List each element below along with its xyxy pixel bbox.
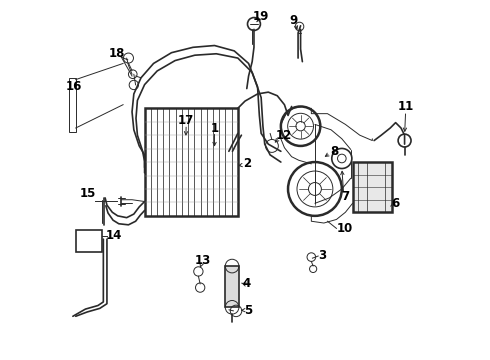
Text: 16: 16 [65, 80, 82, 93]
Text: 6: 6 [392, 197, 400, 210]
Bar [76, 230, 101, 252]
Text: 3: 3 [318, 249, 326, 262]
Text: 13: 13 [195, 254, 211, 267]
Text: 9: 9 [289, 14, 297, 27]
Text: 14: 14 [106, 229, 122, 242]
Text: 11: 11 [397, 100, 414, 113]
Bar [69, 78, 76, 132]
Text: 7: 7 [342, 190, 349, 203]
Text: 18: 18 [109, 47, 125, 60]
Text: 5: 5 [244, 304, 252, 317]
Text: 19: 19 [252, 10, 269, 23]
Text: 12: 12 [275, 129, 292, 142]
Text: 17: 17 [178, 114, 195, 127]
Text: 1: 1 [211, 122, 219, 135]
Bar [145, 108, 238, 216]
Text: 8: 8 [330, 145, 338, 158]
Bar [225, 266, 239, 307]
Text: 15: 15 [80, 187, 96, 200]
Text: 4: 4 [242, 278, 250, 291]
Bar [353, 162, 392, 212]
Text: 10: 10 [337, 222, 353, 235]
Text: 2: 2 [243, 157, 251, 170]
